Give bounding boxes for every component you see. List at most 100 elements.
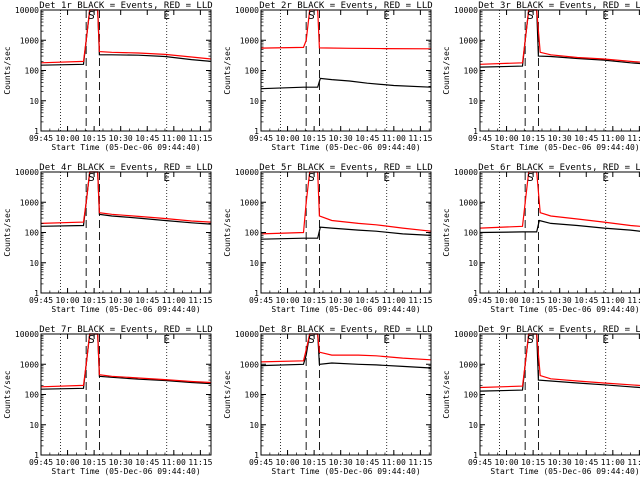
y-tick-label: 10 [249,259,259,268]
y-tick-label: 10000 [454,330,478,339]
y-tick-label: 1000 [459,360,478,369]
x-tick-label: 10:15 [82,458,106,467]
x-tick-label: 10:15 [302,458,326,467]
y-tick-label: 1000 [20,36,39,45]
chart-title: Det 6r BLACK = Events, RED = LLD [478,163,640,173]
x-tick-label: 10:30 [329,458,353,467]
y-tick-label: 10000 [235,6,259,15]
chart-panel-8: Det 8r BLACK = Events, RED = LLD 1 10 100 10… [223,325,433,476]
x-tick-label: 10:00 [276,458,300,467]
chart-title: Det 3r BLACK = Events, RED = LLD [478,1,640,11]
x-tick-label: 11:15 [188,296,212,305]
series-line-events [40,171,212,227]
chart-title: Det 7r BLACK = Events, RED = LLD [39,325,212,335]
x-tick-label: 10:45 [355,458,379,467]
x-tick-label: 10:45 [574,296,598,305]
end-marker: E [602,333,609,346]
series-line-lld [479,9,640,65]
x-tick-label: 11:15 [627,134,640,143]
y-tick-label: 1 [254,127,259,136]
y-tick-label: 1000 [459,36,478,45]
x-tick-label: 11:15 [627,296,640,305]
y-tick-label: 1 [254,289,259,298]
x-tick-label: 10:30 [109,134,133,143]
x-tick-label: 11:15 [408,134,432,143]
x-tick-label: 10:45 [355,296,379,305]
chart-panel-1: Det 1r BLACK = Events, RED = LLD 1 10 100 10… [3,1,213,152]
x-tick-label: 10:45 [135,458,159,467]
y-tick-label: 10 [249,97,259,106]
end-marker: E [383,9,390,22]
y-tick-label: 1 [34,451,39,460]
x-tick-label: 11:00 [601,134,625,143]
y-tick-label: 100 [25,391,40,400]
y-tick-label: 10 [468,421,478,430]
y-tick-label: 1 [473,289,478,298]
y-tick-label: 100 [245,391,260,400]
x-tick-label: 10:45 [574,134,598,143]
x-tick-label: 10:30 [109,296,133,305]
y-tick-label: 1 [254,451,259,460]
y-tick-label: 1 [34,127,39,136]
start-marker: S [527,333,534,346]
x-tick-label: 09:45 [29,134,53,143]
series-line-lld [260,333,432,363]
x-tick-label: 10:30 [109,458,133,467]
chart-title: Det 9r BLACK = Events, RED = LLD [478,325,640,335]
x-tick-label: 10:30 [329,296,353,305]
x-tick-label: 11:15 [408,458,432,467]
chart-panel-2: Det 2r BLACK = Events, RED = LLD 1 10 100 10… [223,1,433,152]
y-tick-label: 100 [245,67,260,76]
y-tick-label: 10000 [15,6,39,15]
end-marker: E [163,9,170,22]
end-marker: E [163,171,170,184]
series-line-lld [479,333,640,389]
x-tick-label: 09:45 [249,134,273,143]
y-tick-label: 100 [464,391,479,400]
chart-panel-5: Det 5r BLACK = Events, RED = LLD 1 10 100 10… [223,163,433,314]
x-tick-label: 09:45 [468,458,492,467]
series-line-lld [260,9,432,50]
x-axis-label: Start Time (05-Dec-06 09:44:40) [51,467,200,476]
y-tick-label: 1000 [20,360,39,369]
y-tick-label: 10000 [454,168,478,177]
x-tick-label: 10:30 [548,134,572,143]
chart-title: Det 5r BLACK = Events, RED = LLD [259,163,432,173]
x-tick-label: 09:45 [29,458,53,467]
chart-panel-9: Det 9r BLACK = Events, RED = LLD 1 10 100 10… [442,325,640,476]
start-marker: S [527,9,534,22]
y-tick-label: 10 [468,97,478,106]
x-tick-label: 10:15 [521,458,545,467]
x-tick-label: 10:45 [355,134,379,143]
y-axis-label: Counts/sec [442,208,451,256]
x-axis-label: Start Time (05-Dec-06 09:44:40) [490,143,639,152]
x-tick-label: 10:15 [302,134,326,143]
series-line-lld [260,171,432,235]
y-tick-label: 100 [25,229,40,238]
x-tick-label: 10:00 [495,296,519,305]
x-tick-label: 10:30 [548,296,572,305]
x-tick-label: 11:15 [408,296,432,305]
x-tick-label: 11:15 [188,458,212,467]
y-tick-label: 10 [29,97,39,106]
x-tick-label: 11:00 [601,296,625,305]
y-tick-label: 10 [468,259,478,268]
y-tick-label: 10 [29,421,39,430]
start-marker: S [88,171,95,184]
x-axis-label: Start Time (05-Dec-06 09:44:40) [490,305,639,314]
start-marker: S [88,333,95,346]
y-axis-label: Counts/sec [223,370,232,418]
start-marker: S [88,9,95,22]
series-line-events [260,77,432,90]
y-tick-label: 1000 [459,198,478,207]
chart-title: Det 2r BLACK = Events, RED = LLD [259,1,432,11]
y-tick-label: 1 [34,289,39,298]
x-tick-label: 09:45 [468,134,492,143]
x-tick-label: 09:45 [249,458,273,467]
y-axis-label: Counts/sec [442,46,451,94]
x-tick-label: 11:15 [627,458,640,467]
x-tick-label: 11:00 [382,134,406,143]
series-line-lld [40,171,212,224]
x-tick-label: 11:00 [382,296,406,305]
